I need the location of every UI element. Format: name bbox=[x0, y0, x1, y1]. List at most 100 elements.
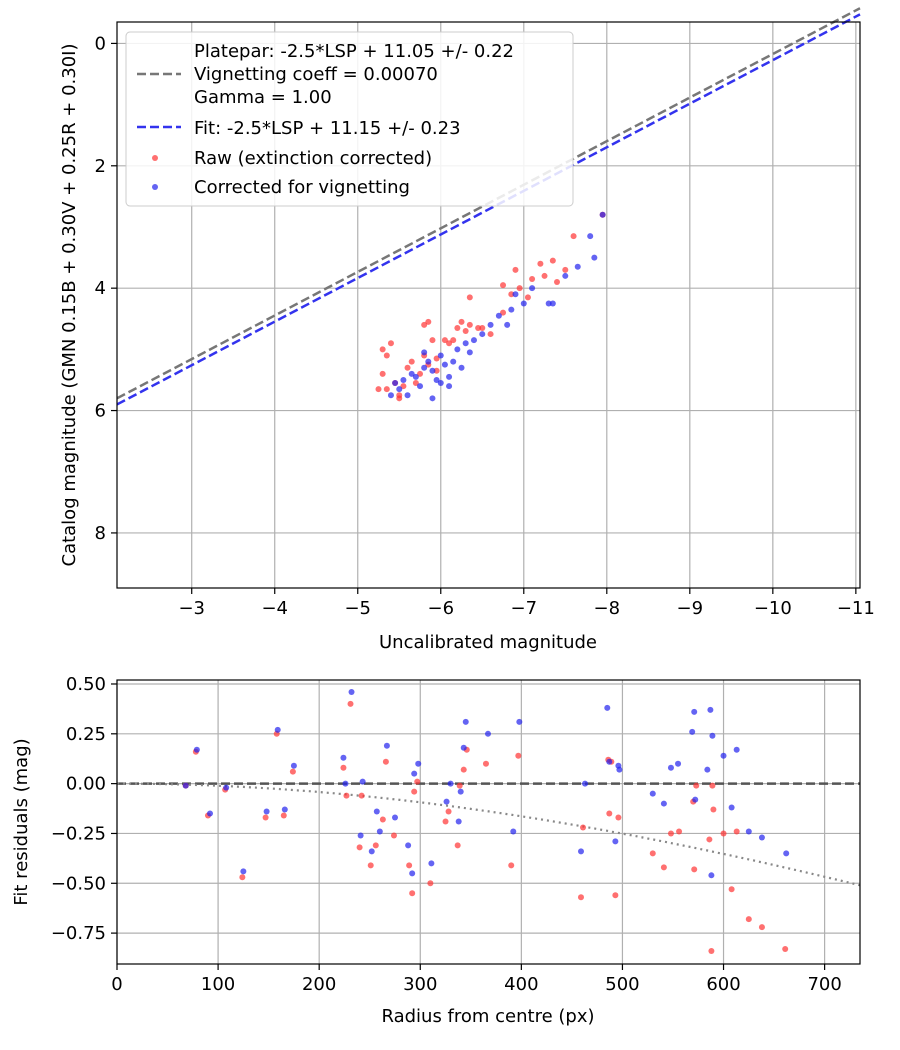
data-point-raw bbox=[343, 792, 350, 799]
data-point-raw bbox=[577, 894, 584, 901]
y-tick-label: 0.00 bbox=[66, 774, 106, 795]
data-point-raw bbox=[549, 257, 556, 264]
y-tick-label: −0.25 bbox=[51, 823, 106, 844]
data-point-corrected bbox=[428, 860, 435, 867]
data-point-corrected bbox=[545, 300, 552, 307]
data-point-raw bbox=[262, 814, 269, 821]
data-point-corrected bbox=[400, 376, 407, 383]
data-point-corrected bbox=[466, 349, 473, 356]
data-point-raw bbox=[404, 364, 411, 371]
legend-marker-raw bbox=[152, 155, 158, 161]
x-tick-label: −4 bbox=[261, 598, 288, 619]
x-tick-label: 400 bbox=[504, 974, 538, 995]
data-point-raw bbox=[693, 782, 700, 789]
data-point-raw bbox=[782, 946, 789, 953]
data-point-corrected bbox=[516, 718, 523, 725]
data-point-corrected bbox=[612, 838, 619, 845]
data-point-corrected bbox=[708, 872, 715, 879]
data-point-raw bbox=[456, 782, 463, 789]
data-point-corrected bbox=[417, 383, 424, 390]
data-point-corrected bbox=[182, 782, 189, 789]
data-point-corrected bbox=[373, 808, 380, 815]
data-point-raw bbox=[500, 309, 507, 316]
data-point-raw bbox=[606, 810, 613, 817]
data-point-corrected bbox=[429, 367, 436, 374]
y-tick-label: 0.25 bbox=[66, 724, 106, 745]
data-point-corrected bbox=[458, 364, 465, 371]
top-chart-frame bbox=[116, 21, 861, 589]
data-point-raw bbox=[615, 814, 622, 821]
data-point-corrected bbox=[454, 346, 461, 353]
legend-label-vignetting: Vignetting coeff = 0.00070 bbox=[194, 64, 438, 85]
data-point-raw bbox=[691, 866, 698, 873]
data-point-corrected bbox=[606, 758, 613, 765]
bottom-chart: 0 100 200 300 400 500 600 700 0.50 0.25 0.00 −0.25… bbox=[11, 674, 861, 1027]
data-point-raw bbox=[487, 331, 494, 338]
data-point-raw bbox=[475, 324, 482, 331]
data-point-corrected bbox=[433, 376, 440, 383]
data-point-corrected bbox=[604, 704, 611, 711]
x-tick-label: −8 bbox=[594, 598, 621, 619]
x-tick-label: −6 bbox=[427, 598, 454, 619]
data-point-corrected bbox=[383, 742, 390, 749]
legend-label-corrected: Corrected for vignetting bbox=[194, 177, 410, 198]
data-point-raw bbox=[529, 275, 536, 282]
data-point-raw bbox=[382, 758, 389, 765]
data-point-raw bbox=[466, 294, 473, 301]
data-point-raw bbox=[441, 337, 448, 344]
y-tick-label: 6 bbox=[95, 401, 106, 422]
data-point-raw bbox=[383, 386, 390, 393]
data-point-corrected bbox=[193, 746, 200, 753]
data-point-raw bbox=[379, 346, 386, 353]
legend-marker-corrected bbox=[152, 184, 158, 190]
data-point-corrected bbox=[487, 321, 494, 328]
data-point-corrected bbox=[574, 263, 581, 270]
data-point-raw bbox=[412, 380, 419, 387]
data-point-raw bbox=[562, 266, 569, 273]
legend-label-raw: Raw (extinction corrected) bbox=[194, 148, 432, 169]
data-point-corrected bbox=[368, 848, 375, 855]
data-point-raw bbox=[454, 324, 461, 331]
data-point-raw bbox=[411, 788, 418, 795]
y-tick-label: −0.75 bbox=[51, 923, 106, 944]
top-chart: −3 −4 −5 −6 −7 −8 −9 −10 −11 0 2 4 6 8 Uncalibrated … bbox=[59, 7, 875, 653]
data-point-raw bbox=[454, 842, 461, 849]
data-point-corrected bbox=[758, 834, 765, 841]
data-point-raw bbox=[667, 830, 674, 837]
data-point-corrected bbox=[446, 373, 453, 380]
data-point-raw bbox=[649, 850, 656, 857]
data-point-raw bbox=[515, 752, 522, 759]
top-chart-x-ticks: −3 −4 −5 −6 −7 −8 −9 −10 −11 bbox=[178, 588, 875, 619]
data-point-raw bbox=[541, 272, 548, 279]
data-point-raw bbox=[733, 828, 740, 835]
data-point-raw bbox=[421, 321, 428, 328]
data-point-raw bbox=[433, 367, 440, 374]
top-chart-y-ticks: 0 2 4 6 8 bbox=[95, 33, 117, 544]
bottom-chart-background bbox=[117, 680, 860, 964]
data-point-raw bbox=[417, 370, 424, 377]
data-point-corrected bbox=[709, 732, 716, 739]
top-chart-legend: Platepar: -2.5*LSP + 11.05 +/- 0.22 Vign… bbox=[125, 31, 574, 207]
data-point-corrected bbox=[408, 370, 415, 377]
data-point-corrected bbox=[409, 870, 416, 877]
data-point-corrected bbox=[495, 312, 502, 319]
data-point-corrected bbox=[290, 762, 297, 769]
bottom-chart-x-label: Radius from centre (px) bbox=[381, 1006, 594, 1027]
x-tick-label: −9 bbox=[677, 598, 704, 619]
data-point-corrected bbox=[783, 850, 790, 857]
bottom-chart-frame bbox=[116, 679, 861, 965]
data-point-raw bbox=[409, 890, 416, 897]
data-point-corrected bbox=[223, 784, 230, 791]
data-point-raw bbox=[570, 233, 577, 240]
y-tick-label: 0 bbox=[95, 33, 106, 54]
bottom-chart-lines bbox=[117, 782, 861, 887]
data-point-raw bbox=[239, 874, 246, 881]
data-point-corrected bbox=[510, 828, 517, 835]
data-point-raw bbox=[458, 318, 465, 325]
data-point-corrected bbox=[342, 780, 349, 787]
data-point-raw bbox=[706, 836, 713, 843]
legend-label-fit: Fit: -2.5*LSP + 11.15 +/- 0.23 bbox=[194, 118, 461, 139]
data-point-raw bbox=[442, 818, 449, 825]
y-tick-label: 4 bbox=[95, 278, 106, 299]
data-point-corrected bbox=[728, 804, 735, 811]
